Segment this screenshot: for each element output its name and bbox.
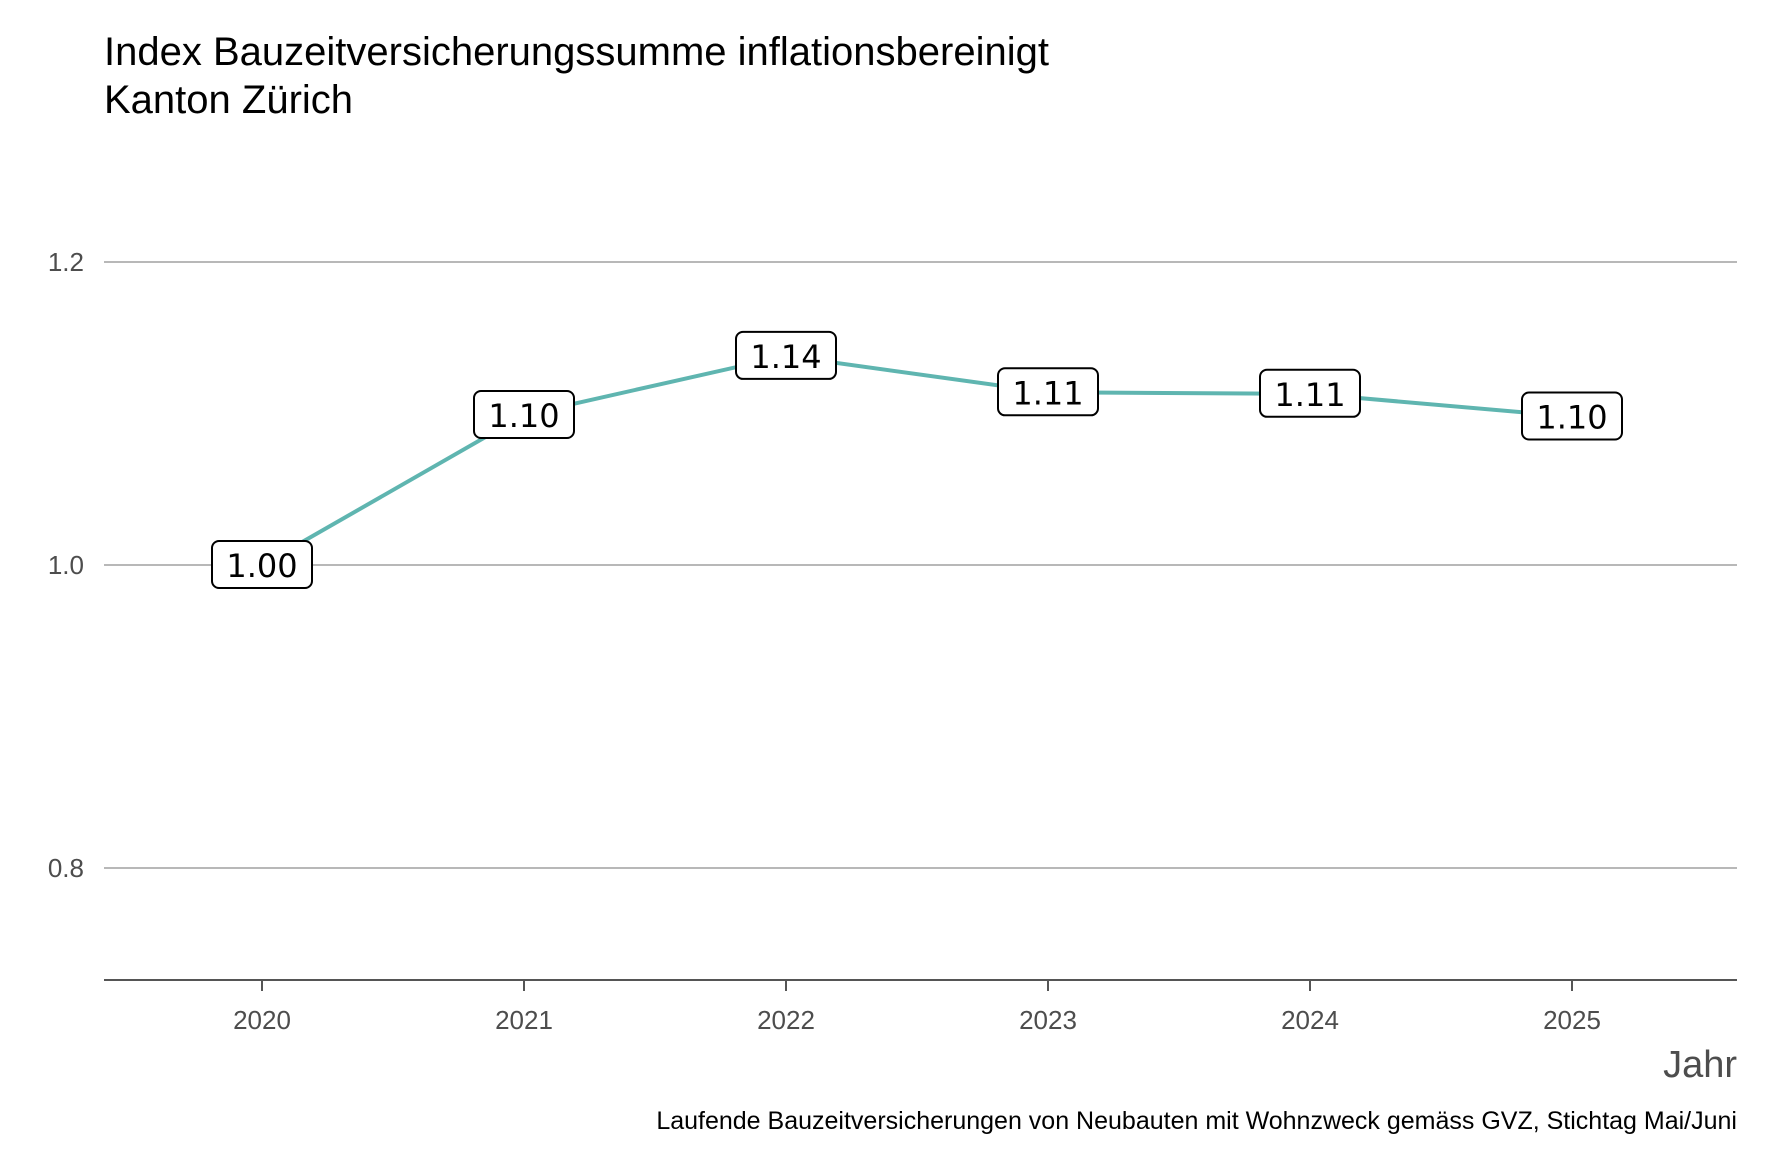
title-line: Index Bauzeitversicherungssumme inflatio… xyxy=(104,30,1049,74)
x-axis-title: Jahr xyxy=(1663,1044,1737,1086)
data-label-text: 1.00 xyxy=(226,547,297,585)
x-tick-label: 2021 xyxy=(495,1005,553,1035)
data-label-box xyxy=(1521,391,1623,441)
y-tick-label: 0.8 xyxy=(48,853,84,883)
x-tick-label: 2023 xyxy=(1019,1005,1077,1035)
y-tick-label: 1.0 xyxy=(48,550,84,580)
data-label-box xyxy=(473,390,575,440)
series-line xyxy=(261,353,1573,567)
data-label-box xyxy=(735,330,837,380)
data-label-box xyxy=(211,540,313,589)
data-label: 1.00 xyxy=(211,540,313,589)
data-label: 1.10 xyxy=(1521,391,1623,441)
data-label-text: 1.14 xyxy=(750,338,821,376)
data-label-text: 1.11 xyxy=(1012,374,1083,412)
x-tick-label: 2025 xyxy=(1543,1005,1601,1035)
x-tick-label: 2024 xyxy=(1281,1005,1339,1035)
data-label: 1.10 xyxy=(473,390,575,440)
caption: Laufende Bauzeitversicherungen von Neuba… xyxy=(656,1107,1737,1135)
x-tick-label: 2020 xyxy=(233,1005,291,1035)
data-label: 1.11 xyxy=(997,367,1099,417)
data-label-text: 1.11 xyxy=(1274,376,1345,414)
data-label-text: 1.10 xyxy=(1536,399,1607,437)
y-tick-label: 1.2 xyxy=(48,247,84,277)
data-label-box xyxy=(1259,368,1361,418)
data-label: 1.14 xyxy=(735,330,837,380)
data-label: 1.11 xyxy=(1259,368,1361,418)
x-tick-label: 2022 xyxy=(757,1005,815,1035)
data-label-text: 1.10 xyxy=(488,397,559,435)
data-label-box xyxy=(997,367,1099,417)
subtitle-line: Kanton Zürich xyxy=(104,78,354,122)
chart-title: Index Bauzeitversicherungssumme inflatio… xyxy=(104,28,1049,124)
